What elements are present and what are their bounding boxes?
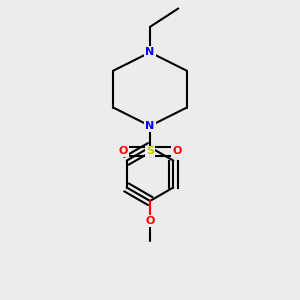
Text: S: S: [146, 146, 154, 156]
Text: O: O: [145, 216, 155, 226]
Text: O: O: [172, 146, 182, 156]
Text: O: O: [118, 146, 128, 156]
Text: N: N: [146, 47, 154, 57]
Text: N: N: [146, 121, 154, 131]
